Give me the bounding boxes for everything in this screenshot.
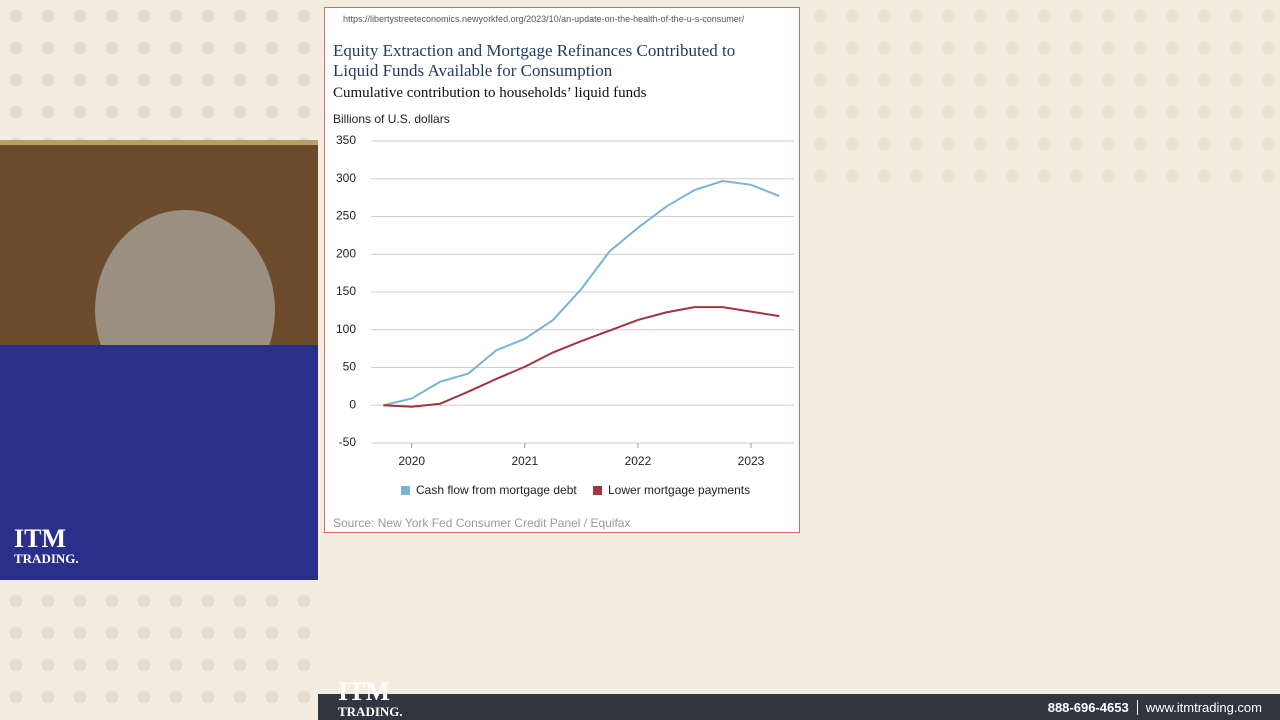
- chart-subtitle: Cumulative contribution to households’ l…: [333, 85, 647, 101]
- y-tick-label: 0: [349, 397, 356, 411]
- chart-title: Equity Extraction and Mortgage Refinance…: [333, 41, 736, 80]
- logo: ITM TRADING.: [338, 677, 403, 720]
- y-tick-label: 100: [336, 322, 356, 336]
- legend-swatch: [401, 486, 410, 495]
- legend-swatch: [593, 486, 602, 495]
- legend-label: Cash flow from mortgage debt: [416, 483, 577, 497]
- website: www.itmtrading.com: [1145, 700, 1262, 715]
- contact: 888-696-4653 www.itmtrading.com: [1048, 700, 1262, 715]
- y-tick-label: 150: [336, 284, 356, 298]
- y-tick-label: -50: [339, 435, 357, 449]
- person: [0, 345, 318, 580]
- x-tick-label: 2020: [398, 454, 425, 468]
- y-axis-label: Billions of U.S. dollars: [333, 112, 450, 126]
- logo-text: TRADING.: [338, 704, 403, 719]
- footer-bar: ITM TRADING. 888-696-4653 www.itmtrading.c…: [318, 679, 1280, 720]
- y-tick-label: 300: [336, 171, 356, 185]
- video-feed: ITM TRADING.: [0, 140, 318, 580]
- y-tick-label: 250: [336, 209, 356, 223]
- background-pattern: [0, 0, 318, 140]
- logo-text: ITM: [338, 677, 390, 706]
- article-card: https://libertystreeteconomics.newyorkfe…: [324, 7, 800, 533]
- logo-text: ITM: [14, 524, 66, 553]
- series-line: [383, 179, 780, 407]
- phone: 888-696-4653: [1048, 700, 1138, 715]
- logo-text: TRADING.: [14, 551, 79, 566]
- y-tick-label: 200: [336, 246, 356, 260]
- chart: Billions of U.S. dollars Source: New Yor…: [333, 112, 794, 530]
- x-tick-label: 2022: [625, 454, 652, 468]
- series-line: [383, 306, 780, 408]
- background-pattern: [805, 0, 1280, 200]
- y-tick-label: 350: [336, 133, 356, 147]
- source: Source: New York Fed Consumer Credit Pan…: [333, 516, 630, 530]
- y-tick-label: 50: [343, 360, 357, 374]
- legend-label: Lower mortgage payments: [608, 483, 750, 497]
- url: https://libertystreeteconomics.newyorkfe…: [343, 14, 745, 24]
- x-tick-label: 2023: [738, 454, 765, 468]
- logo: ITM TRADING.: [14, 524, 79, 567]
- background-pattern: [0, 585, 318, 720]
- x-tick-label: 2021: [511, 454, 538, 468]
